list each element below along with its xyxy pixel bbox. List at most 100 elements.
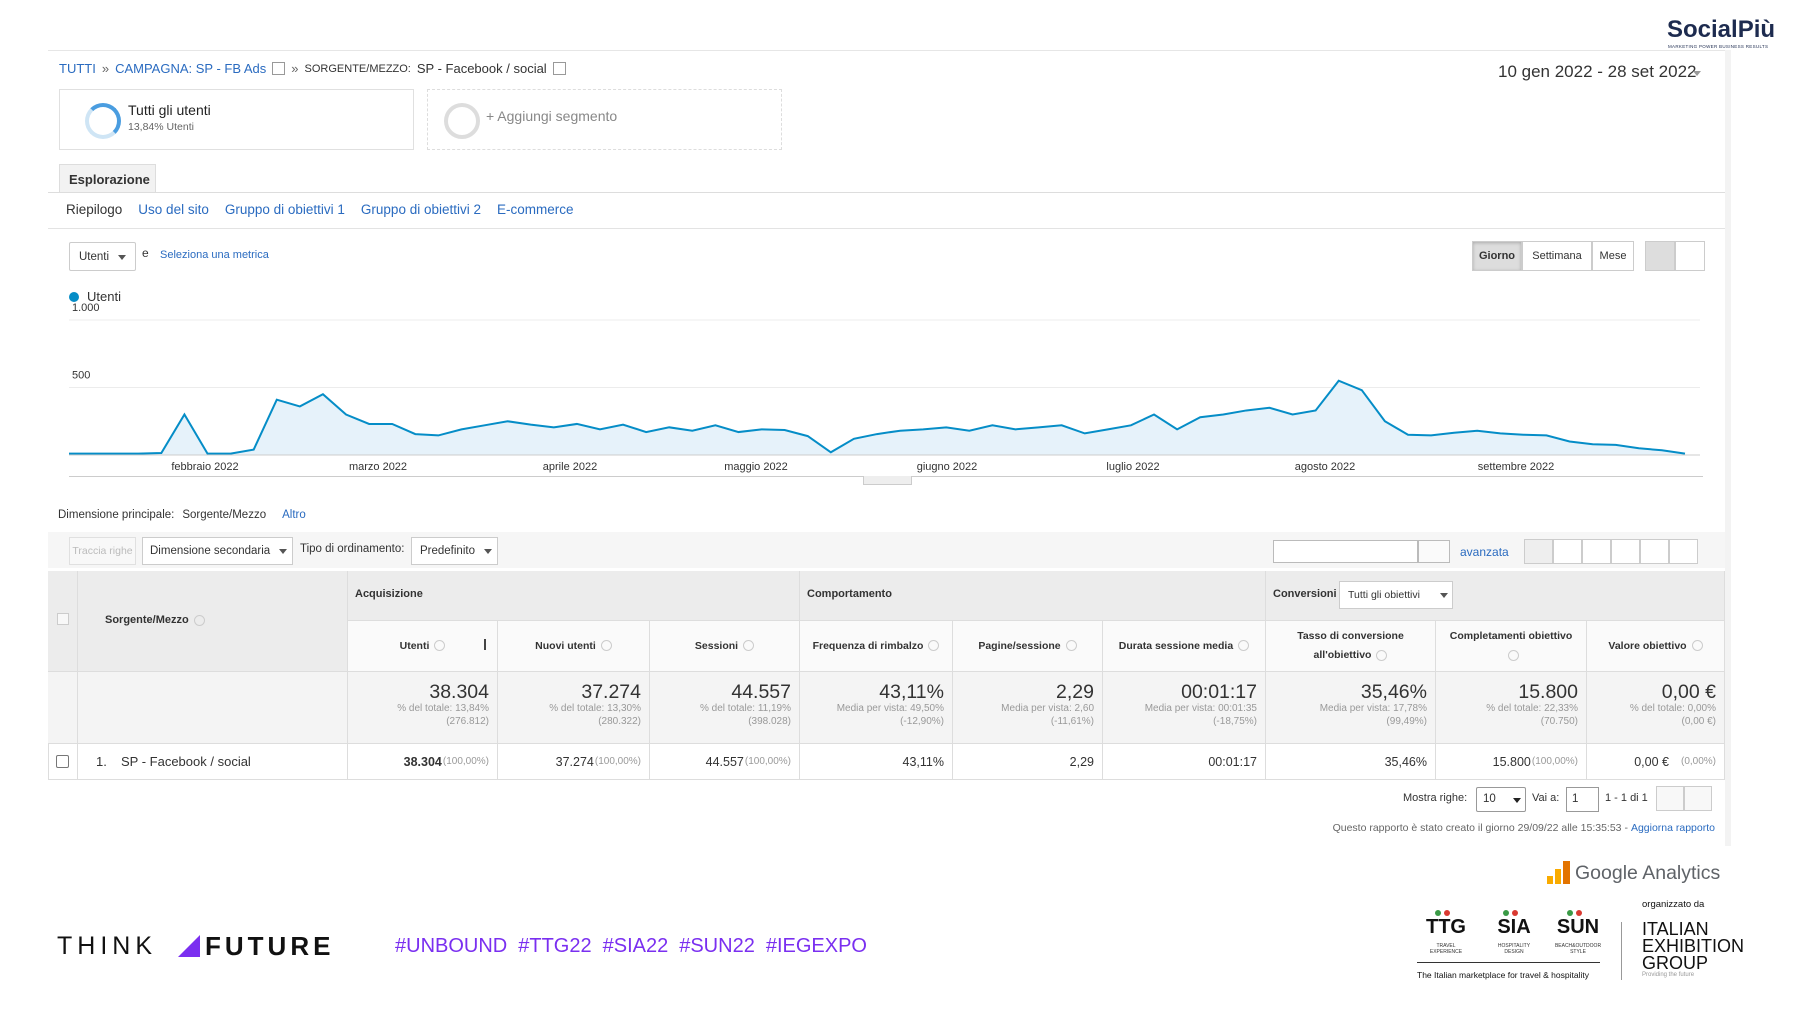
cell-share: (100,00%) bbox=[594, 756, 641, 767]
granularity-button[interactable]: Mese bbox=[1592, 241, 1634, 271]
granularity-button[interactable]: Settimana bbox=[1522, 241, 1592, 271]
checkbox bbox=[57, 613, 69, 625]
caret bbox=[118, 255, 126, 260]
segment-card[interactable]: + Aggiungi segmento bbox=[427, 89, 782, 150]
breadcrumb-separator: » bbox=[101, 61, 110, 76]
organizer-label: organizzato da bbox=[1642, 899, 1705, 910]
report-note: Questo rapporto è stato creato il giorno… bbox=[1333, 822, 1715, 834]
group-label: Conversioni bbox=[1273, 588, 1337, 600]
subtab[interactable]: Gruppo di obiettivi 2 bbox=[360, 202, 481, 217]
fair-sub: HOSPITALITY bbox=[1497, 943, 1531, 949]
column-header[interactable]: Utenti bbox=[348, 621, 498, 672]
column-title: Valore obiettivo bbox=[1608, 639, 1687, 652]
sort-arrow bbox=[484, 639, 486, 650]
subtab[interactable]: Riepilogo bbox=[66, 202, 123, 217]
secondary-dimension[interactable]: Dimensione secondaria bbox=[142, 537, 293, 565]
view-button[interactable] bbox=[1582, 539, 1611, 564]
segment-card[interactable]: Tutti gli utenti 13,84% Utenti bbox=[59, 89, 414, 150]
future-logo: FUTURE bbox=[205, 931, 335, 961]
breadcrumb-current: SP - Facebook / social bbox=[416, 61, 547, 76]
chart-type-button[interactable] bbox=[1645, 241, 1675, 271]
help-icon bbox=[193, 614, 205, 626]
rows-select[interactable]: 10 bbox=[1476, 787, 1526, 812]
column-header[interactable]: Sessioni bbox=[650, 621, 800, 672]
cell-share: (100,00%) bbox=[442, 756, 489, 767]
totals-share: Media per vista: 17,78% bbox=[1319, 703, 1427, 714]
totals-share: % del totale: 11,19% bbox=[700, 703, 791, 714]
row-name[interactable]: SP - Facebook / social bbox=[121, 754, 251, 769]
column-header-label: Pagine/sessione bbox=[978, 637, 1077, 656]
totals-reference: (0,00 €) bbox=[1681, 716, 1716, 727]
add-segment: + Aggiungi segmento bbox=[486, 108, 618, 124]
dropdown-button[interactable] bbox=[552, 62, 566, 75]
metric-select[interactable]: Utenti bbox=[69, 242, 136, 271]
x-tick-label: giugno 2022 bbox=[917, 461, 978, 473]
date-range[interactable]: 10 gen 2022 - 28 set 2022 bbox=[1498, 62, 1697, 81]
totals-value: 0,00 € bbox=[1661, 681, 1716, 703]
next-button[interactable] bbox=[1684, 786, 1712, 811]
dropdown-button[interactable] bbox=[272, 62, 286, 75]
segment-name: Tutti gli utenti bbox=[128, 102, 211, 118]
caret bbox=[484, 549, 492, 554]
subtab[interactable]: Gruppo di obiettivi 1 bbox=[224, 202, 345, 217]
help-icon bbox=[1508, 649, 1519, 661]
breadcrumb-link[interactable]: TUTTI bbox=[59, 61, 96, 76]
cell-share: (100,00%) bbox=[744, 756, 791, 767]
column-title: Tasso di conversione all'obiettivo bbox=[1297, 630, 1404, 661]
view-button[interactable] bbox=[1640, 539, 1669, 564]
refresh-link[interactable]: Aggiorna rapporto bbox=[1630, 822, 1715, 834]
column-header[interactable]: Completamenti obiettivo bbox=[1436, 621, 1587, 672]
cell-value: 35,46% bbox=[1384, 754, 1427, 769]
subtab[interactable]: E-commerce bbox=[497, 202, 574, 217]
search-button[interactable] bbox=[1418, 540, 1450, 563]
row-cell: 0,00 € (0,00%) bbox=[1587, 744, 1725, 780]
view-button[interactable] bbox=[1524, 539, 1553, 564]
fair-logo: TTG TRAVEL EXPERIENCE bbox=[1417, 910, 1475, 960]
line bbox=[69, 379, 1686, 455]
chart-type-button[interactable] bbox=[1675, 241, 1705, 271]
cell-value: 00:01:17 bbox=[1208, 754, 1257, 769]
granularity-button[interactable]: Giorno bbox=[1472, 241, 1522, 271]
cell-value: 38.304 bbox=[403, 754, 442, 769]
goal-filter[interactable]: Tutti gli obiettivi bbox=[1339, 581, 1453, 609]
goto-input[interactable]: 1 bbox=[1566, 787, 1599, 812]
column-header[interactable]: Nuovi utenti bbox=[498, 621, 650, 672]
column-header-label: Utenti bbox=[400, 637, 446, 656]
add-metric-link[interactable]: Seleziona una metrica bbox=[160, 249, 269, 261]
checkbox[interactable] bbox=[56, 755, 69, 768]
advanced-link[interactable]: avanzata bbox=[1460, 545, 1509, 559]
totals-value: 2,29 bbox=[1056, 681, 1094, 703]
goto-value: 1 bbox=[1572, 793, 1579, 805]
search-box[interactable] bbox=[1273, 540, 1418, 563]
totals-reference: (70.750) bbox=[1540, 716, 1578, 727]
caret bbox=[279, 549, 287, 554]
sort-select[interactable]: Predefinito bbox=[411, 537, 498, 565]
column-header[interactable]: Pagine/sessione bbox=[953, 621, 1103, 672]
brand-tagline: MARKETING POWER BUSINESS RESULTS bbox=[1668, 44, 1769, 49]
fair-logo: SUN BEACH&OUTDOOR STYLE bbox=[1549, 910, 1607, 960]
help-icon bbox=[1065, 640, 1077, 652]
y-tick-label: 500 bbox=[72, 370, 90, 382]
tab[interactable]: Esplorazione bbox=[59, 164, 156, 193]
hashtag: #UNBOUND bbox=[395, 935, 508, 957]
breadcrumb-link[interactable]: CAMPAGNA: SP - FB Ads bbox=[115, 61, 267, 76]
column-header-label: Tasso di conversione all'obiettivo bbox=[1272, 627, 1429, 665]
view-button[interactable] bbox=[1669, 539, 1698, 564]
collapse-tab[interactable] bbox=[863, 476, 912, 485]
totals-reference: (280.322) bbox=[598, 716, 641, 727]
column-header[interactable]: Frequenza di rimbalzo bbox=[800, 621, 953, 672]
column-header[interactable]: Durata sessione media bbox=[1103, 621, 1266, 672]
breadcrumb-separator: » bbox=[291, 61, 299, 76]
area bbox=[69, 380, 1685, 455]
column-title: Utenti bbox=[399, 639, 430, 652]
prev-button[interactable] bbox=[1656, 786, 1684, 811]
dimension-more[interactable]: Altro bbox=[282, 509, 306, 521]
page-range: 1 - 1 di 1 bbox=[1605, 792, 1648, 804]
view-button[interactable] bbox=[1553, 539, 1582, 564]
group-label: Acquisizione bbox=[355, 588, 423, 600]
column-title: Frequenza di rimbalzo bbox=[812, 639, 924, 652]
column-header[interactable]: Tasso di conversione all'obiettivo bbox=[1266, 621, 1436, 672]
view-button[interactable] bbox=[1611, 539, 1640, 564]
column-header[interactable]: Valore obiettivo bbox=[1587, 621, 1725, 672]
subtab[interactable]: Uso del sito bbox=[138, 202, 209, 217]
